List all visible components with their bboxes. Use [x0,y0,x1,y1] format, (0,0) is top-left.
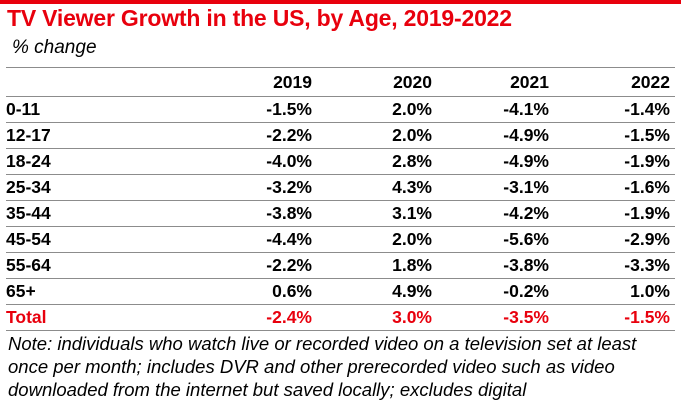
column-header-2020: 2020 [393,72,432,92]
page-subtitle: % change [12,37,97,58]
table-row: 12-17 -2.2% 2.0% -4.9% -1.5% [6,123,675,149]
row-label: 55-64 [6,255,51,275]
footnote: Note: individuals who watch live or reco… [8,333,637,400]
table-row: 65+ 0.6% 4.9% -0.2% 1.0% [6,279,675,305]
table-cell: -4.0% [266,151,312,171]
table-header-row: 2019 2020 2021 2022 [6,68,675,97]
table-cell: 2.0% [392,229,432,249]
row-label: 0-11 [6,99,41,119]
table-cell: 4.3% [392,177,432,197]
table-cell: 2.8% [392,151,432,171]
row-label: 45-54 [6,229,51,249]
row-label: 18-24 [6,151,51,171]
table-cell: 2.0% [392,125,432,145]
table-cell: -4.9% [503,151,549,171]
table-cell: -3.1% [503,177,549,197]
table-cell: -4.9% [503,125,549,145]
table-cell: -0.2% [503,281,549,301]
header-top-divider [6,67,675,68]
total-cell: -2.4% [266,307,312,327]
table-cell: -3.2% [266,177,312,197]
table-cell: -5.6% [503,229,549,249]
table-row: 18-24 -4.0% 2.8% -4.9% -1.9% [6,149,675,175]
row-label: 35-44 [6,203,51,223]
column-header-2021: 2021 [510,72,549,92]
table-cell: -1.6% [624,177,670,197]
table-row: 0-11 -1.5% 2.0% -4.1% -1.4% [6,97,675,123]
table-cell: -3.8% [266,203,312,223]
total-cell: -1.5% [624,307,670,327]
table-row: 25-34 -3.2% 4.3% -3.1% -1.6% [6,175,675,201]
table-cell: -1.4% [624,99,670,119]
table-cell: -2.2% [266,255,312,275]
table-cell: 1.0% [630,281,670,301]
top-accent-bar [0,0,681,4]
table-cell: -2.9% [624,229,670,249]
table-cell: 1.8% [392,255,432,275]
page-title: TV Viewer Growth in the US, by Age, 2019… [7,5,512,31]
total-cell: -3.5% [503,307,549,327]
column-header-2022: 2022 [631,72,670,92]
table-cell: -4.4% [266,229,312,249]
table-cell: -4.1% [503,99,549,119]
table-cell: -1.9% [624,151,670,171]
total-cell: 3.0% [392,307,432,327]
table-cell: 0.6% [272,281,312,301]
table-cell: -3.8% [503,255,549,275]
table-total-row: Total -2.4% 3.0% -3.5% -1.5% [6,305,675,331]
table-row: 45-54 -4.4% 2.0% -5.6% -2.9% [6,227,675,253]
row-label: 25-34 [6,177,51,197]
table-cell: 4.9% [392,281,432,301]
table-cell: -1.5% [624,125,670,145]
row-label: 12-17 [6,125,51,145]
table-cell: -4.2% [503,203,549,223]
table-cell: -3.3% [624,255,670,275]
column-header-2019: 2019 [273,72,312,92]
row-label: 65+ [6,281,36,301]
table-row: 35-44 -3.8% 3.1% -4.2% -1.9% [6,201,675,227]
table-cell: 3.1% [392,203,432,223]
table-cell: -1.9% [624,203,670,223]
table-cell: -1.5% [266,99,312,119]
table-cell: -2.2% [266,125,312,145]
table-cell: 2.0% [392,99,432,119]
table-row: 55-64 -2.2% 1.8% -3.8% -3.3% [6,253,675,279]
total-label: Total [6,307,47,327]
